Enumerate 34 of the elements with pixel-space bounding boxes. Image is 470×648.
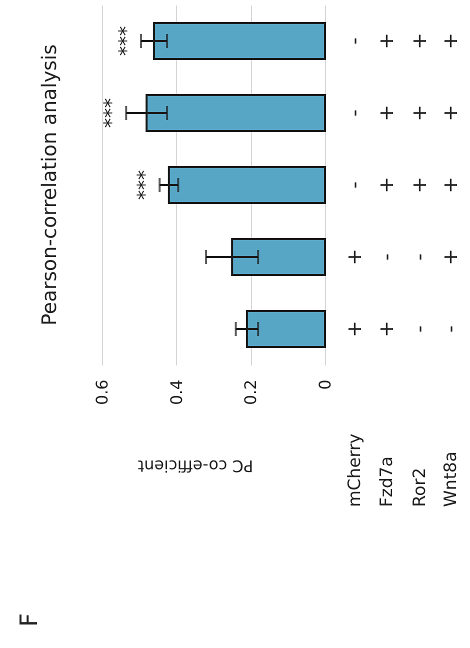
text: - <box>407 325 431 333</box>
data-label: *** <box>114 26 138 56</box>
text: + <box>374 320 398 338</box>
text: + <box>342 320 366 338</box>
text: - <box>438 325 462 333</box>
text: - <box>342 181 366 189</box>
text: Wnt8a <box>441 452 461 507</box>
text: Fzd7a <box>377 456 397 507</box>
text: + <box>438 104 462 122</box>
text: - <box>374 253 398 261</box>
text: + <box>438 32 462 50</box>
text: - <box>342 37 366 45</box>
text: F <box>15 613 43 627</box>
text: + <box>374 176 398 194</box>
text: + <box>374 104 398 122</box>
text: mCherry <box>345 434 365 507</box>
x-tick-label: 0 <box>316 380 334 390</box>
data-label: *** <box>132 170 157 200</box>
text: - <box>342 109 366 117</box>
x-axis-title: PC co-efficient <box>138 456 254 476</box>
text: Ror2 <box>410 468 430 507</box>
text: Pearson-correlation analysis <box>37 44 61 326</box>
x-tick-label: 0.6 <box>92 380 112 405</box>
text: + <box>407 32 431 50</box>
x-tick-label: 0.4 <box>166 380 186 405</box>
text: + <box>374 32 398 50</box>
text: - <box>407 253 431 261</box>
text: + <box>407 104 431 122</box>
text: + <box>407 176 431 194</box>
text: + <box>438 248 462 266</box>
x-tick-label: 0.2 <box>241 380 260 405</box>
text: + <box>438 176 462 194</box>
text: + <box>342 248 366 266</box>
data-label: *** <box>99 98 124 128</box>
